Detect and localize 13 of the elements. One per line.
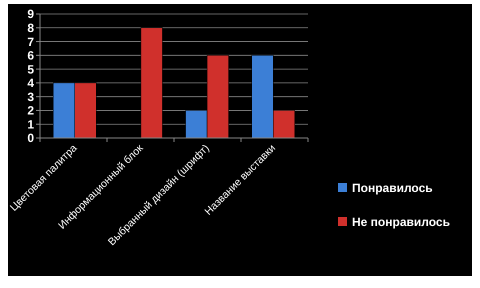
y-tick-label: 2 bbox=[27, 104, 34, 118]
y-tick-label: 3 bbox=[27, 90, 34, 104]
y-tick-label: 5 bbox=[27, 62, 34, 76]
y-tick-label: 0 bbox=[27, 131, 34, 146]
y-tick-label: 9 bbox=[27, 7, 34, 22]
y-tick-label: 7 bbox=[27, 34, 34, 49]
y-tick-label: 1 bbox=[27, 117, 34, 132]
y-tick-label: 6 bbox=[27, 48, 34, 63]
bar bbox=[140, 28, 163, 138]
legend-label: Понравилось bbox=[352, 181, 433, 196]
y-tick-label: 4 bbox=[27, 76, 34, 90]
y-tick-label: 8 bbox=[27, 20, 34, 35]
legend-label: Не понравилось bbox=[352, 215, 450, 230]
